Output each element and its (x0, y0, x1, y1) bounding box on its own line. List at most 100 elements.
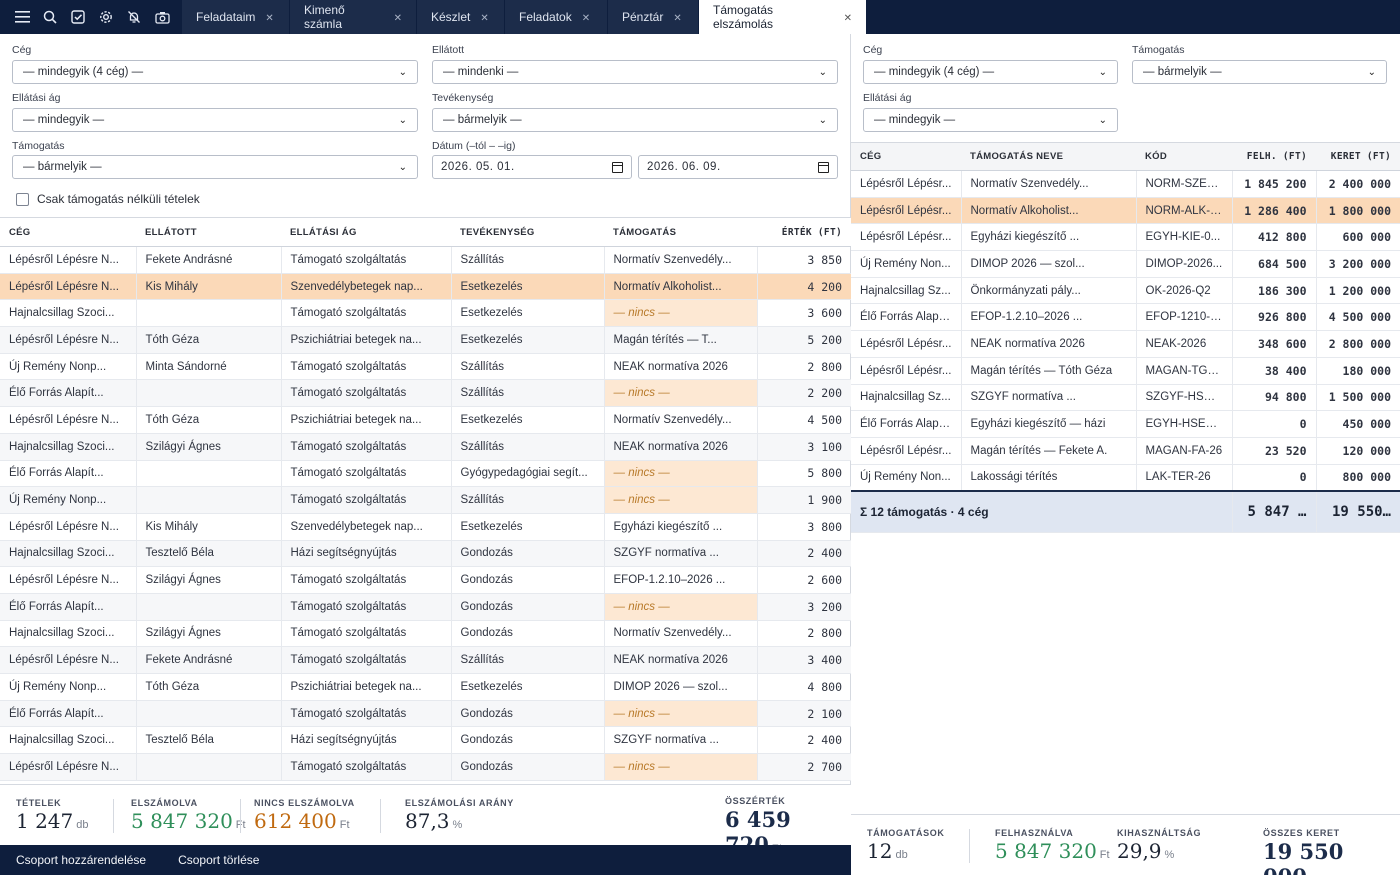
bell-off-icon[interactable] (120, 0, 148, 34)
table-row[interactable]: Lépésről Lépésre N... Tóth Géza Pszichiátr… (0, 326, 851, 354)
right-ceg-select[interactable]: — mindegyik (4 cég) — ⌄ (863, 60, 1118, 84)
table-row[interactable]: Hajnalcsillag Sz... SZGYF normatíva ... SZ… (851, 384, 1400, 412)
close-icon[interactable]: ✕ (843, 13, 852, 24)
close-icon[interactable]: ✕ (673, 13, 682, 24)
table-row[interactable]: Lépésről Lépésre N... Kis Mihály Szenvedél… (0, 273, 851, 301)
assign-group-button[interactable]: Csoport hozzárendelése (16, 853, 147, 867)
right-ellatasi-ag-select[interactable]: — mindegyik — ⌄ (863, 108, 1118, 132)
table-cell: 4 500 (757, 406, 851, 434)
col-ellatasi-ag[interactable]: ELLÁTÁSI ÁG (281, 217, 451, 247)
table-row[interactable]: Új Remény Nonp... Támogató szolgáltatás Sz… (0, 486, 851, 514)
table-row[interactable]: Lépésről Lépésr... Magán térítés — Fekete… (851, 437, 1400, 465)
table-row[interactable]: Hajnalcsillag Sz... Önkormányzati pály...… (851, 277, 1400, 305)
ellatott-select[interactable]: — mindenki — ⌄ (432, 60, 838, 84)
table-row[interactable]: Lépésről Lépésr... Egyházi kiegészítő ...… (851, 223, 1400, 252)
table-cell: DIMOP 2026 — szol... (961, 250, 1137, 278)
date-to-input[interactable]: 2026. 06. 09. (638, 155, 838, 179)
ellatasi-ag-select[interactable]: — mindegyik — ⌄ (12, 108, 418, 132)
table-row[interactable]: Új Remény Nonp... Tóth Géza Pszichiátriai … (0, 673, 851, 701)
table-row[interactable]: Élő Forrás Alapít... Támogató szolgáltatá… (0, 593, 851, 621)
col-ertek[interactable]: ÉRTÉK (FT) (757, 217, 851, 247)
table-row[interactable]: Hajnalcsillag Szoci... Tesztelő Béla Házi … (0, 540, 851, 568)
table-row[interactable]: Hajnalcsillag Szoci... Tesztelő Béla Házi … (0, 726, 851, 755)
table-cell: 1 200 000 (1316, 277, 1400, 305)
table-cell: Szállítás (451, 353, 605, 381)
col-felh[interactable]: FELH. (FT) (1232, 142, 1316, 171)
table-cell: Hajnalcsillag Sz... (851, 277, 962, 305)
calendar-icon[interactable] (818, 161, 829, 173)
search-icon[interactable] (36, 0, 64, 34)
ceg-select-value: — mindegyik (4 cég) — (23, 66, 144, 78)
menu-icon[interactable] (8, 0, 36, 34)
table-cell: Normatív Szenvedély... (604, 620, 758, 648)
tab-tamogatas-elszamolas[interactable]: Támogatás elszámolás ✕ (699, 0, 867, 34)
tab-keszlet[interactable]: Készlet ✕ (417, 0, 505, 34)
tab-feladatok[interactable]: Feladatok ✕ (505, 0, 608, 34)
table-row[interactable]: Lépésről Lépésr... Magán térítés — Tóth G… (851, 357, 1400, 385)
table-row[interactable]: Lépésről Lépésre N... Szilágyi Ágnes Támog… (0, 566, 851, 594)
table-row[interactable]: Lépésről Lépésr... Normatív Alkoholist...… (851, 197, 1400, 225)
table-row[interactable]: Élő Forrás Alapít... Egyházi kiegészítő —… (851, 410, 1400, 438)
table-cell: NEAK-2026 (1136, 330, 1233, 358)
checklist-icon[interactable] (64, 0, 92, 34)
table-cell: 3 200 000 (1316, 250, 1400, 278)
col-ceg[interactable]: CÉG (0, 217, 136, 247)
tamogatas-select[interactable]: — bármelyik — ⌄ (12, 155, 418, 179)
support-table-header: CÉG TÁMOGATÁS NEVE KÓD FELH. (FT) KERET … (851, 142, 1400, 171)
tab-penztar[interactable]: Pénztár ✕ (608, 0, 699, 34)
table-row[interactable]: Lépésről Lépésre N... Fekete Andrásné Támo… (0, 646, 851, 674)
close-icon[interactable]: ✕ (581, 13, 591, 24)
table-row[interactable]: Lépésről Lépésr... Normatív Szenvedély...… (851, 170, 1400, 198)
table-row[interactable]: Hajnalcsillag Szoci... Szilágyi Ágnes Támo… (0, 433, 851, 461)
close-icon[interactable]: ✕ (265, 13, 274, 24)
table-cell: Tóth Géza (136, 326, 282, 354)
col-ellatott[interactable]: ELLÁTOTT (136, 217, 281, 247)
table-row[interactable]: Lépésről Lépésre N... Támogató szolgáltat… (0, 753, 851, 781)
table-row[interactable]: Új Remény Non... Lakossági térítés LAK-TER… (851, 464, 1400, 492)
table-cell: 5 200 (757, 326, 851, 354)
col-tamogatas-neve[interactable]: TÁMOGATÁS NEVE (961, 142, 1136, 171)
ceg-select[interactable]: — mindegyik (4 cég) — ⌄ (12, 60, 418, 84)
table-cell: Gondozás (451, 593, 605, 621)
table-row[interactable]: Élő Forrás Alapít... EFOP-1.2.10–2026 ...… (851, 303, 1400, 332)
no-support-checkbox[interactable] (16, 192, 29, 206)
delete-group-button[interactable]: Csoport törlése (178, 853, 260, 867)
close-icon[interactable]: ✕ (393, 13, 402, 24)
tevekenyseg-label: Tevékenység (432, 92, 494, 104)
col-tamogatas[interactable]: TÁMOGATÁS (604, 217, 757, 247)
right-tamogatas-select[interactable]: — bármelyik — ⌄ (1132, 60, 1387, 84)
table-row[interactable]: Lépésről Lépésr... NEAK normatíva 2026 NEA… (851, 330, 1400, 358)
tamogatas-label: Támogatás (1132, 44, 1185, 56)
close-icon[interactable]: ✕ (480, 13, 489, 24)
col-tevekenyseg[interactable]: TEVÉKENYSÉG (451, 217, 604, 247)
ellatasi-ag-label: Ellátási ág (12, 92, 61, 104)
camera-icon[interactable] (148, 0, 176, 34)
table-row[interactable]: Hajnalcsillag Szoci... Szilágyi Ágnes Támo… (0, 620, 851, 648)
tab-feladataim[interactable]: Feladataim ✕ (182, 0, 290, 34)
table-cell: 3 100 (757, 433, 851, 461)
col-kod[interactable]: KÓD (1136, 142, 1232, 171)
table-cell: Lépésről Lépésr... (851, 170, 962, 198)
table-cell: Tesztelő Béla (136, 726, 282, 755)
gear-icon[interactable] (92, 0, 120, 34)
tab-kimeno-szamla[interactable]: Kimenő számla ✕ (290, 0, 417, 34)
stat-label: ÖSSZÉRTÉK (725, 796, 786, 806)
table-row[interactable]: Élő Forrás Alapít... Támogató szolgáltatá… (0, 460, 851, 488)
date-from-input[interactable]: 2026. 05. 01. (432, 155, 632, 179)
col-ceg[interactable]: CÉG (851, 142, 961, 171)
tevekenyseg-select[interactable]: — bármelyik — ⌄ (432, 108, 838, 132)
table-row[interactable]: Új Remény Nonp... Minta Sándorné Támogató … (0, 353, 851, 381)
stat-elszamolasi-arany: ELSZÁMOLÁSI ARÁNY 87,3% (405, 798, 514, 833)
table-cell: EFOP-1.2.10–2026 ... (604, 566, 758, 594)
col-keret[interactable]: KERET (FT) (1316, 142, 1400, 171)
table-row[interactable]: Hajnalcsillag Szoci... Támogató szolgálta… (0, 299, 851, 328)
table-row[interactable]: Lépésről Lépésre N... Fekete Andrásné Támo… (0, 246, 851, 274)
table-row[interactable]: Lépésről Lépésre N... Kis Mihály Szenvedél… (0, 513, 851, 541)
table-row[interactable]: Élő Forrás Alapít... Támogató szolgáltatá… (0, 700, 851, 728)
calendar-icon[interactable] (612, 161, 623, 173)
table-row[interactable]: Lépésről Lépésre N... Tóth Géza Pszichiátr… (0, 406, 851, 434)
stat-value: 29,9 (1117, 839, 1162, 863)
table-row[interactable]: Élő Forrás Alapít... Támogató szolgáltatá… (0, 379, 851, 408)
table-row[interactable]: Új Remény Non... DIMOP 2026 — szol... DIMO… (851, 250, 1400, 278)
